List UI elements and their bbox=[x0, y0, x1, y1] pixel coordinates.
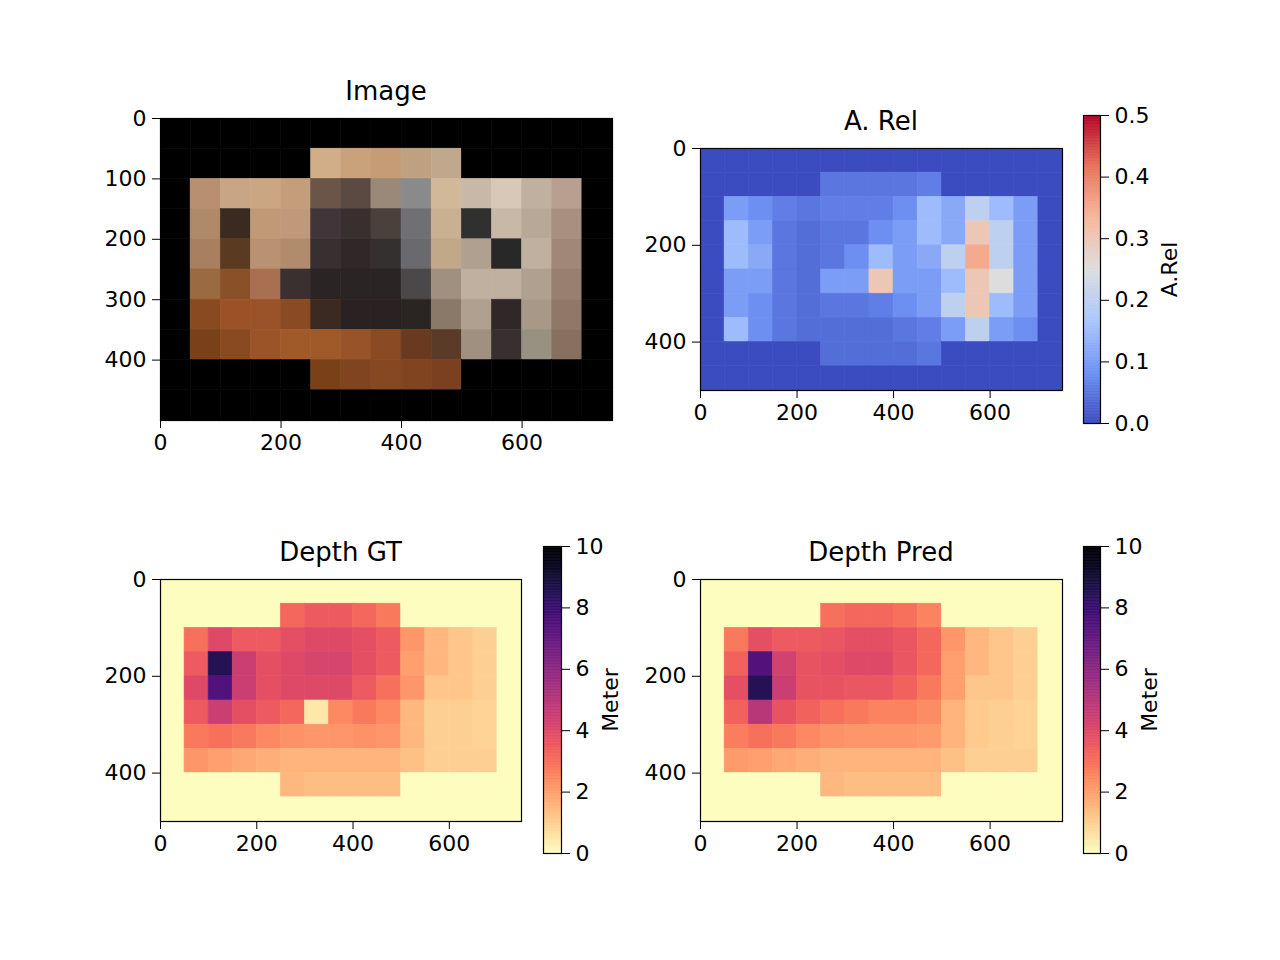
svg-text:200: 200 bbox=[776, 400, 818, 425]
svg-text:4: 4 bbox=[1115, 718, 1129, 743]
svg-text:Meter: Meter bbox=[1137, 667, 1162, 732]
svg-text:8: 8 bbox=[576, 595, 590, 620]
svg-text:400: 400 bbox=[105, 347, 147, 372]
svg-text:8: 8 bbox=[1115, 595, 1129, 620]
svg-text:0.0: 0.0 bbox=[1115, 411, 1150, 436]
html-text:A. Rel: A. Rel bbox=[844, 106, 918, 136]
html-text:Image: Image bbox=[345, 76, 427, 106]
svg-text:0: 0 bbox=[673, 136, 687, 161]
svg-text:0.4: 0.4 bbox=[1115, 164, 1150, 189]
svg-text:10: 10 bbox=[1115, 534, 1143, 559]
svg-text:400: 400 bbox=[873, 400, 915, 425]
svg-text:A.Rel: A.Rel bbox=[1157, 242, 1182, 298]
svg-text:0: 0 bbox=[133, 106, 147, 131]
svg-text:0: 0 bbox=[1115, 841, 1129, 866]
svg-text:600: 600 bbox=[969, 400, 1011, 425]
svg-text:400: 400 bbox=[105, 760, 147, 785]
svg-text:0.1: 0.1 bbox=[1115, 349, 1150, 374]
svg-text:100: 100 bbox=[105, 166, 147, 191]
svg-text:200: 200 bbox=[645, 232, 687, 257]
svg-text:0: 0 bbox=[154, 430, 168, 455]
svg-text:200: 200 bbox=[105, 226, 147, 251]
svg-text:400: 400 bbox=[645, 329, 687, 354]
svg-text:600: 600 bbox=[969, 831, 1011, 856]
svg-text:0: 0 bbox=[576, 841, 590, 866]
svg-text:400: 400 bbox=[873, 831, 915, 856]
svg-text:0: 0 bbox=[694, 831, 708, 856]
svg-text:0.3: 0.3 bbox=[1115, 226, 1150, 251]
svg-text:0.5: 0.5 bbox=[1115, 103, 1150, 128]
svg-text:2: 2 bbox=[576, 779, 590, 804]
html-text:Depth Pred: Depth Pred bbox=[808, 537, 954, 567]
svg-text:0: 0 bbox=[694, 400, 708, 425]
svg-text:300: 300 bbox=[105, 287, 147, 312]
svg-text:2: 2 bbox=[1115, 779, 1129, 804]
svg-text:6: 6 bbox=[1115, 656, 1129, 681]
svg-text:600: 600 bbox=[501, 430, 543, 455]
svg-text:0: 0 bbox=[154, 831, 168, 856]
svg-text:600: 600 bbox=[428, 831, 470, 856]
svg-text:400: 400 bbox=[645, 760, 687, 785]
svg-text:4: 4 bbox=[576, 718, 590, 743]
svg-text:0.2: 0.2 bbox=[1115, 287, 1150, 312]
svg-text:0: 0 bbox=[673, 567, 687, 592]
svg-text:Meter: Meter bbox=[598, 667, 623, 732]
svg-text:200: 200 bbox=[236, 831, 278, 856]
svg-text:400: 400 bbox=[332, 831, 374, 856]
svg-text:200: 200 bbox=[260, 430, 302, 455]
svg-text:200: 200 bbox=[776, 831, 818, 856]
svg-text:200: 200 bbox=[105, 663, 147, 688]
svg-text:10: 10 bbox=[576, 534, 604, 559]
svg-text:0: 0 bbox=[133, 567, 147, 592]
svg-text:400: 400 bbox=[381, 430, 423, 455]
svg-text:6: 6 bbox=[576, 656, 590, 681]
html-text:Depth GT: Depth GT bbox=[279, 537, 402, 567]
svg-text:200: 200 bbox=[645, 663, 687, 688]
